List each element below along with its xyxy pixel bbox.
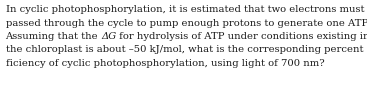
Text: ΔG: ΔG xyxy=(101,32,116,41)
Text: the chloroplast is about –50 kJ/mol, what is the corresponding percent ef-: the chloroplast is about –50 kJ/mol, wha… xyxy=(6,45,367,54)
Text: for hydrolysis of ATP under conditions existing in: for hydrolysis of ATP under conditions e… xyxy=(116,32,367,41)
Text: Assuming that the: Assuming that the xyxy=(6,32,101,41)
Text: In cyclic photophosphorylation, it is estimated that two electrons must be: In cyclic photophosphorylation, it is es… xyxy=(6,5,367,14)
Text: ficiency of cyclic photophosphorylation, using light of 700 nm?: ficiency of cyclic photophosphorylation,… xyxy=(6,59,324,68)
Text: passed through the cycle to pump enough protons to generate one ATP.: passed through the cycle to pump enough … xyxy=(6,19,367,28)
